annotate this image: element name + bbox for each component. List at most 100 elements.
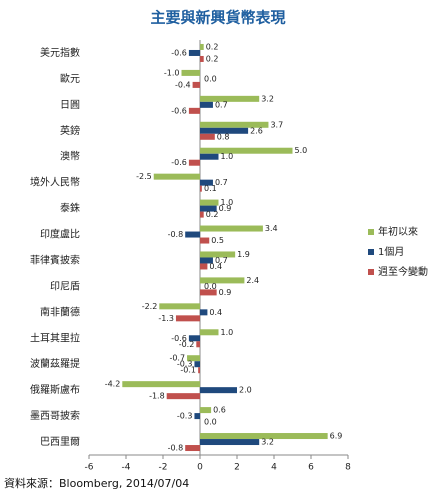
value-label: 2.6 — [250, 126, 263, 135]
category-label: 巴西里爾 — [40, 436, 80, 448]
category-label: 印尼盾 — [50, 280, 80, 292]
bar — [192, 81, 200, 88]
x-tick-label: 0 — [197, 463, 203, 473]
value-label: -0.2 — [179, 340, 195, 349]
legend-swatch — [368, 249, 374, 255]
bar — [194, 361, 200, 368]
value-label: -0.6 — [171, 158, 187, 167]
x-tick-label: 6 — [308, 463, 314, 473]
category-label: 澳幣 — [60, 150, 80, 163]
bar — [188, 159, 200, 166]
value-label: 3.7 — [270, 120, 283, 129]
category-label: 墨西哥披索 — [30, 409, 80, 422]
value-label: 3.2 — [261, 94, 274, 103]
bar — [200, 185, 202, 192]
value-label: 1.9 — [237, 250, 250, 259]
value-label: 0.2 — [206, 54, 219, 63]
value-label: -0.4 — [175, 80, 191, 89]
bar — [200, 121, 269, 128]
value-label: 0.0 — [204, 74, 217, 83]
bar — [200, 257, 213, 264]
value-label: -0.1 — [180, 366, 196, 375]
value-label: -1.0 — [164, 68, 180, 77]
value-label: 2.0 — [239, 386, 252, 395]
category-label: 美元指數 — [40, 46, 80, 59]
legend-label: 年初以來 — [378, 225, 418, 238]
value-label: 1.0 — [221, 328, 234, 337]
value-label: 3.4 — [265, 224, 278, 233]
value-label: 6.9 — [330, 432, 343, 441]
value-label: -1.8 — [149, 392, 165, 401]
bar — [200, 101, 213, 108]
value-label: -0.6 — [171, 106, 187, 115]
value-label: -0.8 — [168, 230, 184, 239]
bar — [200, 329, 219, 336]
value-label: -0.3 — [177, 360, 193, 369]
value-label: -0.3 — [177, 412, 193, 421]
category-label: 印度盧比 — [40, 228, 80, 241]
value-label: -2.2 — [142, 302, 158, 311]
x-tick-label: 4 — [271, 463, 277, 473]
bar — [198, 367, 200, 374]
value-label: -1.3 — [158, 314, 174, 323]
value-label: -0.6 — [171, 48, 187, 57]
x-tick-label: -2 — [159, 463, 168, 473]
value-label: 0.1 — [204, 184, 217, 193]
bar — [200, 309, 208, 316]
value-label: -0.7 — [169, 354, 185, 363]
bar — [200, 277, 245, 284]
value-label: 0.5 — [211, 236, 224, 245]
category-label: 日圓 — [60, 99, 80, 111]
value-label: 0.8 — [217, 132, 230, 141]
bar — [200, 127, 249, 134]
value-label: 0.2 — [206, 42, 219, 51]
bar — [200, 387, 237, 394]
bar — [200, 153, 219, 160]
bar — [200, 433, 328, 440]
value-label: -0.6 — [171, 334, 187, 343]
value-label: 0.6 — [213, 406, 226, 415]
chart-title: 主要與新興貨幣表現 — [150, 9, 285, 27]
bar — [185, 445, 200, 452]
value-label: 0.9 — [219, 204, 232, 213]
x-tick-label: -4 — [122, 463, 131, 473]
bar — [175, 315, 200, 322]
bar — [200, 179, 213, 186]
bar — [200, 211, 204, 218]
legend-swatch — [368, 269, 374, 275]
category-label: 境外人民幣 — [30, 176, 80, 189]
category-label: 歐元 — [60, 72, 80, 85]
bar — [122, 381, 200, 388]
value-label: 0.7 — [215, 100, 228, 109]
value-label: 1.0 — [221, 152, 234, 161]
bar — [200, 199, 219, 206]
bar — [187, 355, 200, 362]
bar — [166, 393, 200, 400]
bar — [200, 237, 210, 244]
value-label: 0.4 — [209, 308, 222, 317]
value-label: 2.4 — [246, 276, 259, 285]
value-label: 0.9 — [219, 288, 232, 297]
bar — [159, 303, 200, 310]
value-label: -2.5 — [136, 172, 152, 181]
value-label: 0.4 — [209, 262, 222, 271]
value-label: 0.7 — [215, 178, 228, 187]
bar — [200, 263, 208, 270]
category-label: 菲律賓披索 — [30, 253, 80, 266]
bar — [200, 43, 204, 50]
legend-label: 週至今變動 — [378, 265, 428, 278]
bar — [200, 133, 215, 140]
value-label: -4.2 — [105, 380, 121, 389]
bar — [200, 251, 236, 258]
bar — [194, 413, 200, 420]
bar — [200, 95, 260, 102]
bar — [200, 407, 212, 414]
category-label: 土耳其里拉 — [30, 331, 80, 344]
category-label: 波蘭茲羅提 — [30, 357, 80, 370]
source-note: 資料來源：Bloomberg, 2014/07/04 — [4, 476, 189, 490]
category-label: 泰銖 — [60, 202, 80, 215]
value-label: 0.2 — [206, 210, 219, 219]
value-label: 0.0 — [204, 418, 217, 427]
x-tick-label: -6 — [85, 463, 94, 473]
